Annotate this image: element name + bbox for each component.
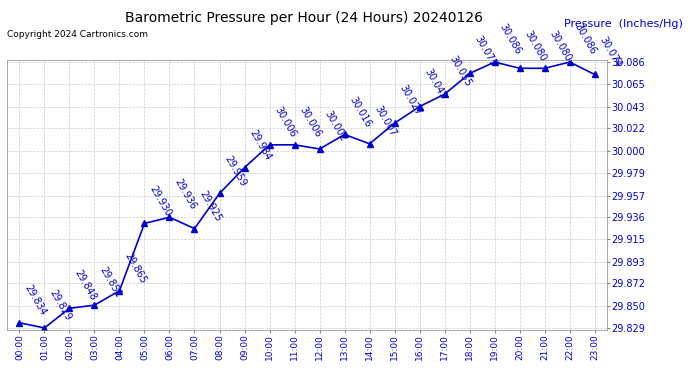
Text: 30.080: 30.080 [522, 28, 548, 63]
Text: 29.865: 29.865 [122, 251, 148, 285]
Text: 29.925: 29.925 [197, 189, 223, 223]
Text: 30.086: 30.086 [497, 22, 523, 57]
Text: 29.930: 29.930 [147, 184, 172, 218]
Text: 29.834: 29.834 [22, 283, 48, 317]
Text: 30.043: 30.043 [422, 67, 448, 101]
Text: Pressure  (Inches/Hg): Pressure (Inches/Hg) [564, 19, 683, 29]
Text: 30.075: 30.075 [473, 33, 498, 68]
Text: 30.006: 30.006 [273, 105, 298, 139]
Text: 30.080: 30.080 [547, 28, 573, 63]
Text: 29.829: 29.829 [47, 288, 72, 322]
Text: Copyright 2024 Cartronics.com: Copyright 2024 Cartronics.com [7, 30, 148, 39]
Text: 29.936: 29.936 [172, 177, 198, 212]
Text: 29.984: 29.984 [247, 128, 273, 162]
Text: 30.074: 30.074 [598, 35, 623, 69]
Text: 30.055: 30.055 [447, 54, 473, 88]
Text: 30.027: 30.027 [397, 83, 423, 117]
Text: 30.007: 30.007 [373, 104, 398, 138]
Text: 29.959: 29.959 [222, 153, 248, 188]
Text: 30.086: 30.086 [573, 22, 598, 57]
Text: 30.016: 30.016 [347, 95, 373, 129]
Text: 30.002: 30.002 [322, 109, 348, 143]
Text: Barometric Pressure per Hour (24 Hours) 20240126: Barometric Pressure per Hour (24 Hours) … [125, 11, 482, 25]
Text: 29.851: 29.851 [97, 265, 123, 300]
Text: 29.848: 29.848 [72, 268, 98, 303]
Text: 30.006: 30.006 [297, 105, 323, 139]
